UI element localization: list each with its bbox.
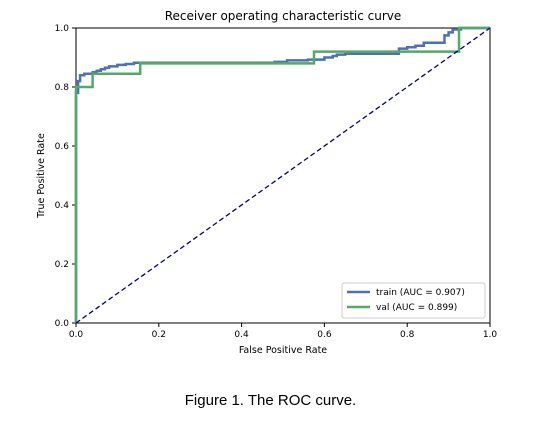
x-axis-label: False Positive Rate [239, 345, 327, 356]
legend-label-val: val (AUC = 0.899) [376, 303, 457, 313]
plot-area: 0.0 0.2 0.4 0.6 0.8 1.0 0.0 0.2 0.4 0.6 0.8 1.0 [55, 24, 498, 340]
chance-diagonal-line [75, 27, 491, 324]
y-tick-label: 0.6 [55, 142, 70, 152]
y-axis-label: True Positive Rate [36, 133, 47, 219]
roc-chart: Receiver operating characteristic curve … [36, 9, 498, 356]
chart-title: Receiver operating characteristic curve [165, 9, 402, 23]
series-line-train [74, 26, 490, 323]
y-tick-label: 1.0 [55, 24, 70, 34]
figure-caption: Figure 1. The ROC curve. [184, 392, 357, 409]
x-tick-label: 0.6 [317, 330, 332, 340]
legend-box [341, 282, 486, 319]
y-tick-label: 0.4 [55, 201, 70, 211]
x-tick-label: 0.2 [152, 330, 166, 340]
legend-label-train: train (AUC = 0.907) [376, 288, 465, 298]
x-tick-label: 0.8 [400, 330, 415, 340]
y-tick-label: 0.2 [55, 260, 69, 270]
y-tick-label: 0.8 [55, 83, 70, 93]
x-axis-ticks: 0.0 0.2 0.4 0.6 0.8 1.0 [69, 323, 498, 340]
legend: train (AUC = 0.907) val (AUC = 0.899) [341, 282, 486, 319]
y-tick-label: 0.0 [55, 319, 70, 329]
series-line-val [74, 26, 490, 323]
y-axis-ticks: 0.0 0.2 0.4 0.6 0.8 1.0 [55, 24, 76, 329]
x-tick-label: 0.0 [69, 330, 84, 340]
x-tick-label: 1.0 [483, 330, 498, 340]
x-tick-label: 0.4 [234, 330, 249, 340]
series-layer [74, 26, 491, 324]
